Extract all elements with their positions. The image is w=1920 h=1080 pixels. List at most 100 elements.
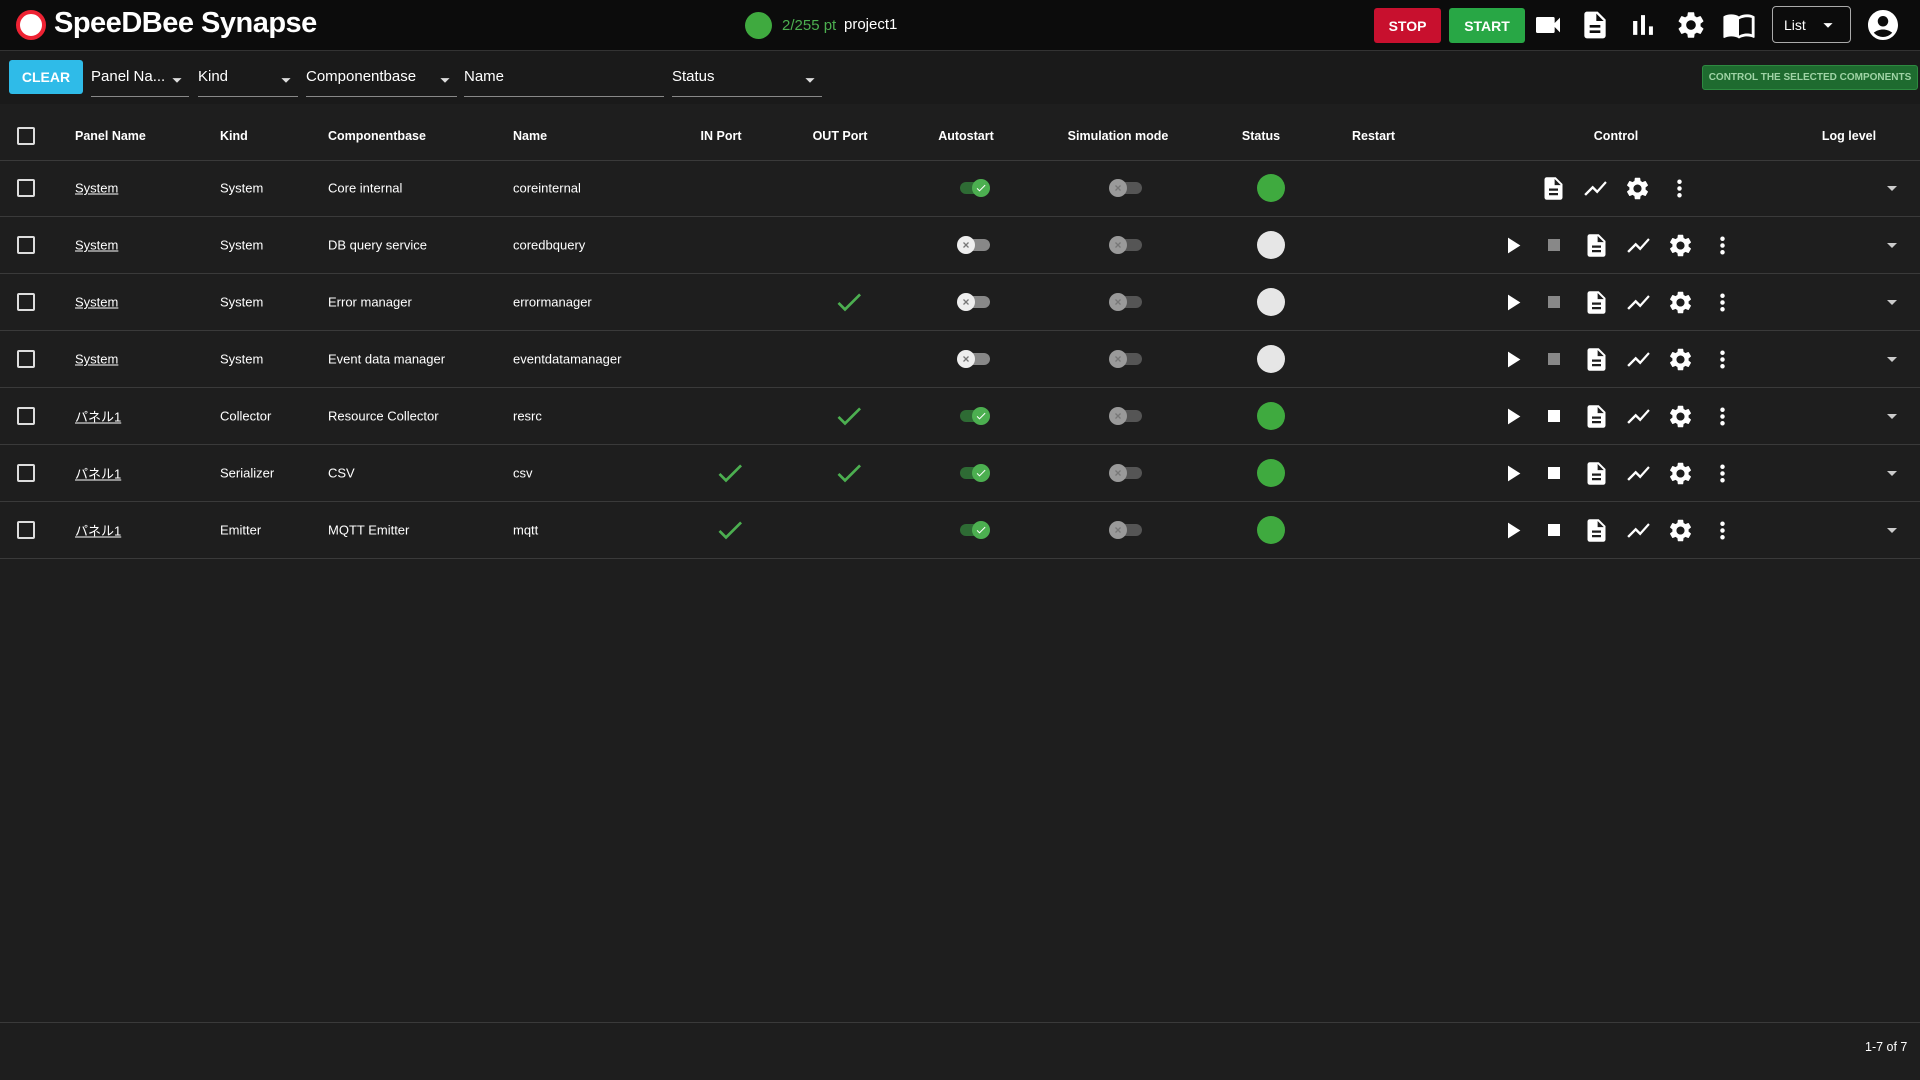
- log-level-select[interactable]: [1880, 404, 1904, 428]
- component-settings[interactable]: [1667, 517, 1694, 544]
- component-chart[interactable]: [1625, 289, 1652, 316]
- log-level-select[interactable]: [1880, 347, 1904, 371]
- componentbase-filter[interactable]: Componentbase: [306, 64, 457, 97]
- component-settings[interactable]: [1667, 460, 1694, 487]
- component-log[interactable]: [1583, 517, 1610, 544]
- stop-component[interactable]: [1542, 347, 1566, 371]
- autostart-toggle[interactable]: [960, 464, 990, 482]
- column-header[interactable]: Name: [513, 129, 548, 143]
- start-button[interactable]: START: [1449, 8, 1525, 43]
- component-menu[interactable]: [1666, 175, 1693, 202]
- column-header[interactable]: Control: [1593, 129, 1639, 143]
- start-component[interactable]: [1499, 232, 1526, 259]
- start-component[interactable]: [1499, 403, 1526, 430]
- status-filter[interactable]: Status: [672, 64, 822, 97]
- start-component[interactable]: [1499, 346, 1526, 373]
- component-log[interactable]: [1583, 460, 1610, 487]
- component-settings[interactable]: [1667, 289, 1694, 316]
- component-chart[interactable]: [1625, 346, 1652, 373]
- column-header[interactable]: Componentbase: [328, 129, 426, 143]
- log-level-select[interactable]: [1880, 461, 1904, 485]
- panel-link[interactable]: パネル1: [75, 523, 122, 539]
- log-level-select[interactable]: [1880, 233, 1904, 257]
- clear-button[interactable]: CLEAR: [9, 60, 83, 94]
- component-menu[interactable]: [1709, 403, 1736, 430]
- component-chart[interactable]: [1625, 232, 1652, 259]
- component-log[interactable]: [1583, 403, 1610, 430]
- row-checkbox[interactable]: [17, 236, 35, 254]
- autostart-toggle[interactable]: [960, 407, 990, 425]
- simulation-toggle[interactable]: [1109, 521, 1142, 539]
- row-checkbox[interactable]: [17, 464, 35, 482]
- component-menu[interactable]: [1709, 517, 1736, 544]
- autostart-toggle[interactable]: [957, 293, 990, 311]
- row-checkbox[interactable]: [17, 179, 35, 197]
- account-button[interactable]: [1865, 7, 1901, 43]
- component-settings[interactable]: [1667, 346, 1694, 373]
- component-chart[interactable]: [1625, 460, 1652, 487]
- component-chart[interactable]: [1582, 175, 1609, 202]
- select-all-checkbox[interactable]: [17, 127, 35, 145]
- component-menu[interactable]: [1709, 232, 1736, 259]
- component-settings[interactable]: [1667, 403, 1694, 430]
- log-button[interactable]: [1579, 9, 1611, 41]
- autostart-toggle[interactable]: [957, 236, 990, 254]
- panel-link[interactable]: System: [75, 180, 119, 196]
- row-checkbox[interactable]: [17, 521, 35, 539]
- stop-button[interactable]: STOP: [1374, 8, 1441, 43]
- chart-button[interactable]: [1626, 8, 1660, 42]
- component-log[interactable]: [1540, 175, 1567, 202]
- autostart-toggle[interactable]: [960, 179, 990, 197]
- start-component[interactable]: [1499, 289, 1526, 316]
- component-menu[interactable]: [1709, 289, 1736, 316]
- component-settings[interactable]: [1667, 232, 1694, 259]
- view-select[interactable]: List: [1772, 6, 1851, 43]
- component-log[interactable]: [1583, 232, 1610, 259]
- panel-link[interactable]: System: [75, 294, 119, 310]
- manual-button[interactable]: [1722, 8, 1756, 42]
- start-component[interactable]: [1499, 460, 1526, 487]
- simulation-toggle[interactable]: [1109, 464, 1142, 482]
- component-log[interactable]: [1583, 289, 1610, 316]
- column-header[interactable]: Panel Name: [75, 129, 146, 143]
- stop-component[interactable]: [1542, 518, 1566, 542]
- stop-component[interactable]: [1542, 461, 1566, 485]
- kind-filter[interactable]: Kind: [198, 64, 298, 97]
- column-header[interactable]: Simulation mode: [1067, 129, 1169, 143]
- panel-link[interactable]: パネル1: [75, 466, 122, 482]
- row-checkbox[interactable]: [17, 350, 35, 368]
- simulation-toggle[interactable]: [1109, 293, 1142, 311]
- autostart-toggle[interactable]: [960, 521, 990, 539]
- component-menu[interactable]: [1709, 346, 1736, 373]
- component-menu[interactable]: [1709, 460, 1736, 487]
- column-header[interactable]: Status: [1241, 129, 1281, 143]
- log-level-select[interactable]: [1880, 176, 1904, 200]
- log-level-select[interactable]: [1880, 290, 1904, 314]
- stop-component[interactable]: [1542, 290, 1566, 314]
- settings-button[interactable]: [1675, 9, 1707, 41]
- simulation-toggle[interactable]: [1109, 407, 1142, 425]
- component-settings[interactable]: [1624, 175, 1651, 202]
- camera-button[interactable]: [1532, 9, 1564, 41]
- stop-component[interactable]: [1542, 233, 1566, 257]
- column-header[interactable]: OUT Port: [812, 129, 868, 143]
- panel-link[interactable]: パネル1: [75, 409, 122, 425]
- column-header[interactable]: Log level: [1821, 129, 1877, 143]
- autostart-toggle[interactable]: [957, 350, 990, 368]
- panel-link[interactable]: System: [75, 351, 119, 367]
- component-chart[interactable]: [1625, 403, 1652, 430]
- simulation-toggle[interactable]: [1109, 236, 1142, 254]
- component-chart[interactable]: [1625, 517, 1652, 544]
- brand-name[interactable]: SpeeDBee Synapse: [54, 7, 317, 39]
- panel-name-filter[interactable]: Panel Na...: [91, 64, 189, 97]
- log-level-select[interactable]: [1880, 518, 1904, 542]
- simulation-toggle[interactable]: [1109, 179, 1142, 197]
- simulation-toggle[interactable]: [1109, 350, 1142, 368]
- name-filter[interactable]: Name: [464, 64, 664, 97]
- component-log[interactable]: [1583, 346, 1610, 373]
- column-header[interactable]: Restart: [1352, 129, 1396, 143]
- column-header[interactable]: IN Port: [700, 129, 742, 143]
- column-header[interactable]: Kind: [220, 129, 248, 143]
- row-checkbox[interactable]: [17, 407, 35, 425]
- start-component[interactable]: [1499, 517, 1526, 544]
